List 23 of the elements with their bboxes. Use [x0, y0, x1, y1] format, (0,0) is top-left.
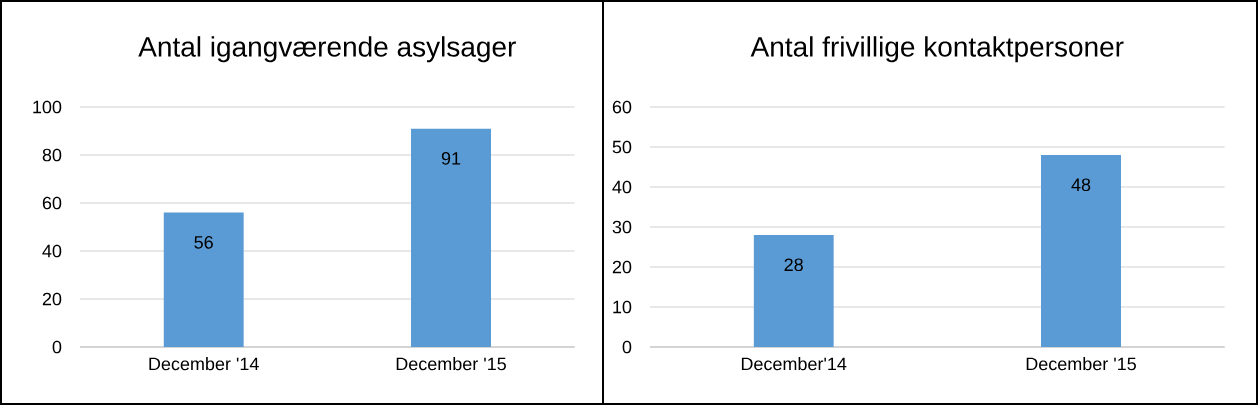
x-tick-label: December '14	[149, 357, 259, 371]
chart-title: Antal igangværende asylsager	[138, 36, 516, 63]
chart-title: Antal frivillige kontaktpersoner	[750, 36, 1124, 63]
x-tick-label: December'14	[741, 357, 847, 371]
y-tick-label: 40	[612, 180, 632, 194]
y-tick-label: 60	[612, 100, 632, 114]
data-label: 48	[1071, 178, 1091, 192]
data-label: 56	[194, 235, 213, 249]
y-tick-label: 60	[42, 196, 62, 210]
y-tick-label: 100	[33, 100, 62, 114]
data-label: 28	[784, 258, 803, 272]
y-tick-label: 20	[612, 260, 632, 274]
y-tick-label: 0	[622, 340, 632, 354]
y-tick-label: 0	[52, 340, 62, 354]
y-tick-label: 80	[42, 148, 62, 162]
y-tick-label: 50	[612, 140, 632, 154]
y-tick-label: 10	[613, 300, 632, 314]
y-tick-label: 20	[42, 292, 62, 306]
y-tick-label: 40	[42, 244, 62, 258]
data-label: 91	[441, 151, 461, 165]
x-tick-label: December '15	[396, 357, 506, 371]
y-tick-label: 30	[612, 220, 632, 234]
x-tick-label: December '15	[1026, 357, 1136, 371]
